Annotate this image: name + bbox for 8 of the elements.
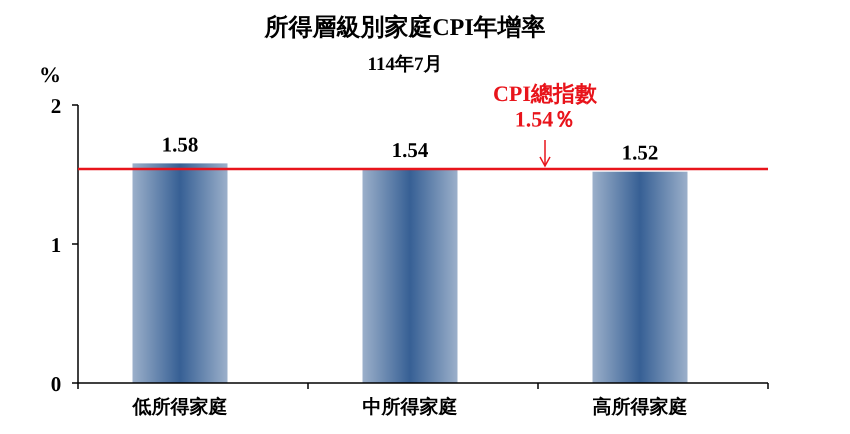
- title: 所得層級別家庭CPI年增率: [264, 15, 546, 41]
- ref-label: 1.54％: [514, 106, 576, 132]
- ytick: 0: [50, 372, 62, 396]
- subtitle: 114年7月: [368, 54, 442, 75]
- ytick: 2: [50, 94, 62, 118]
- ytick: 1: [50, 233, 62, 257]
- ref-label: CPI總指數: [493, 81, 597, 106]
- ylabel: %: [39, 62, 61, 87]
